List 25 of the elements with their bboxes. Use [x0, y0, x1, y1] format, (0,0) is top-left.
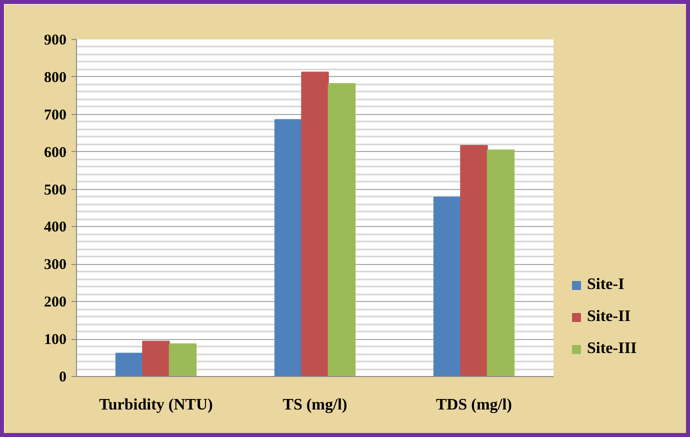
y-tick-label: 500	[44, 182, 66, 198]
legend-label: Site-III	[587, 340, 637, 358]
x-tick-label: Turbidity (NTU)	[99, 396, 213, 414]
bar	[115, 352, 144, 376]
y-tick-label: 100	[44, 332, 66, 348]
y-tick-label: 400	[44, 220, 66, 236]
y-tick-label: 300	[44, 257, 66, 274]
bar	[486, 149, 515, 376]
x-tick-label: TS (mg/l)	[282, 396, 348, 414]
legend-label: Site-II	[587, 308, 631, 326]
bar	[142, 340, 170, 376]
legend-label: Site-I	[587, 276, 624, 294]
bar	[301, 72, 329, 376]
bar	[328, 83, 356, 376]
x-tick-label: TDS (mg/l)	[436, 396, 512, 414]
y-tick-label: 800	[44, 70, 66, 86]
y-tick-label: 200	[44, 294, 66, 311]
y-tick-label: 700	[44, 107, 66, 124]
y-tick-label: 900	[44, 32, 66, 48]
bar	[274, 119, 302, 376]
y-tick-label: 0	[59, 370, 66, 386]
y-tick-label: 600	[44, 144, 66, 161]
bar	[460, 144, 488, 376]
bar	[168, 343, 197, 376]
bar	[433, 196, 462, 376]
